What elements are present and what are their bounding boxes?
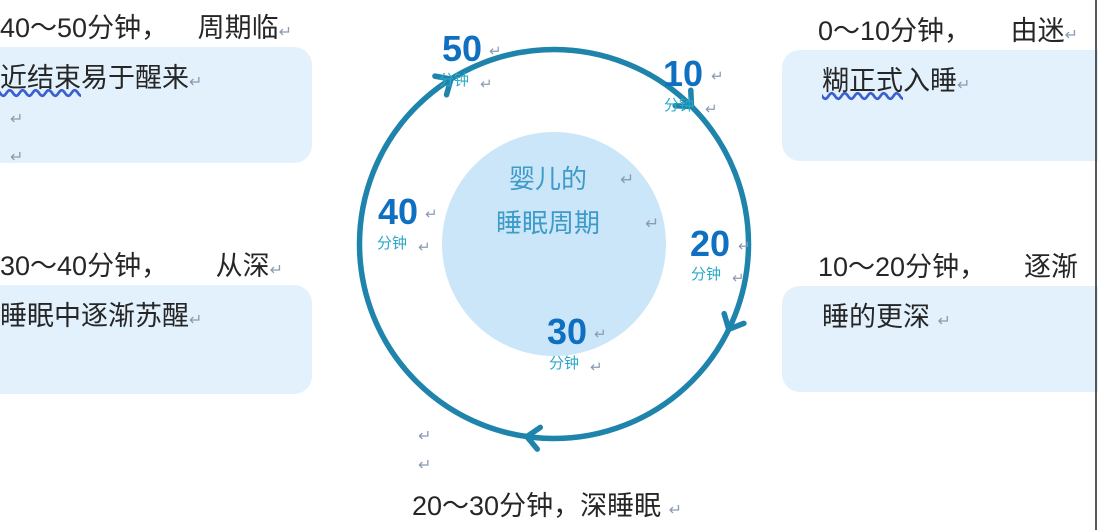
svg-text:↵: ↵ — [738, 238, 751, 255]
svg-text:↵: ↵ — [594, 326, 607, 343]
svg-text:20: 20 — [690, 223, 730, 264]
svg-text:↵: ↵ — [711, 68, 724, 85]
svg-text:↵: ↵ — [590, 359, 603, 376]
svg-text:分钟: 分钟 — [664, 97, 694, 114]
svg-text:30: 30 — [547, 311, 587, 352]
svg-text:分钟: 分钟 — [377, 235, 407, 252]
svg-text:40: 40 — [378, 191, 418, 232]
svg-text:↵: ↵ — [645, 214, 659, 233]
svg-text:睡眠周期: 睡眠周期 — [496, 208, 600, 238]
svg-text:10: 10 — [663, 53, 703, 94]
svg-text:↵: ↵ — [425, 206, 438, 223]
svg-text:↵: ↵ — [620, 170, 634, 189]
svg-text:分钟: 分钟 — [439, 72, 469, 89]
svg-text:↵: ↵ — [480, 76, 493, 93]
svg-text:婴儿的: 婴儿的 — [509, 164, 587, 194]
svg-text:↵: ↵ — [732, 270, 745, 287]
svg-text:↵: ↵ — [705, 101, 718, 118]
svg-text:分钟: 分钟 — [549, 355, 579, 372]
svg-text:分钟: 分钟 — [691, 266, 721, 283]
svg-text:↵: ↵ — [418, 239, 431, 256]
svg-text:50: 50 — [442, 28, 482, 69]
svg-text:↵: ↵ — [489, 43, 502, 60]
